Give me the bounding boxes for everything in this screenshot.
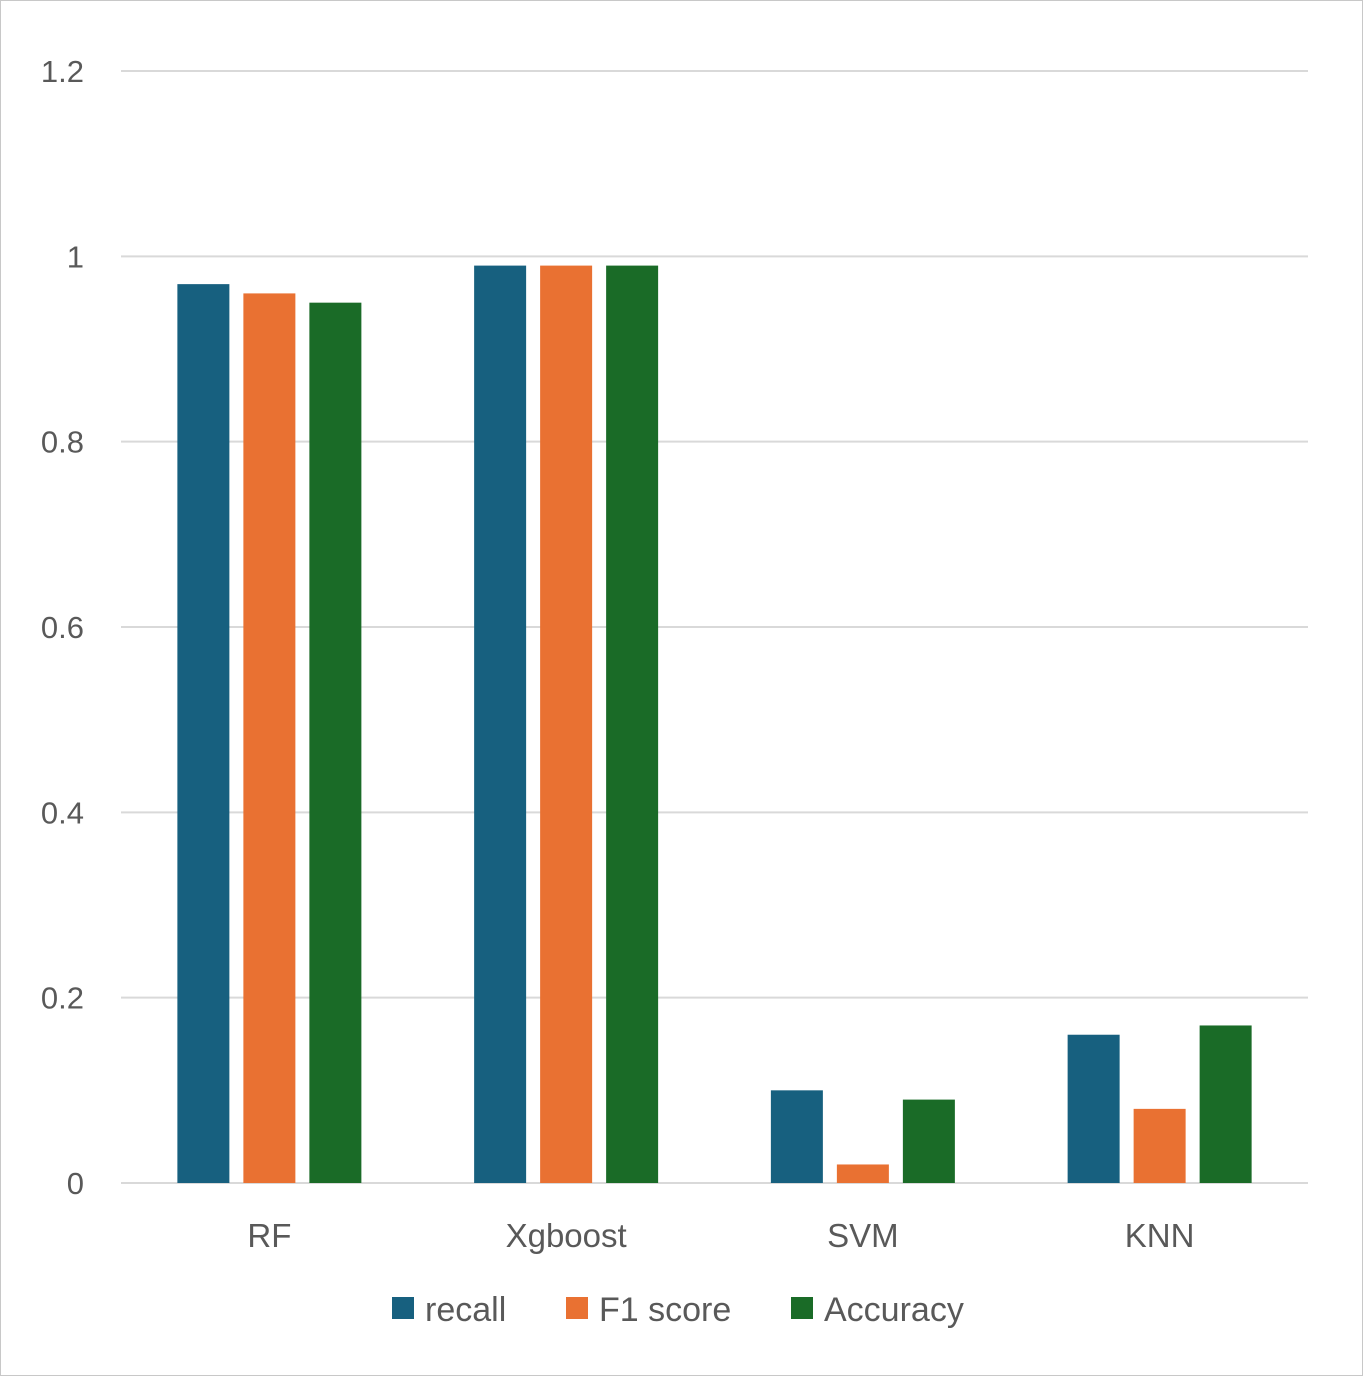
y-axis-tick-labels: 0 0.2 0.4 0.6 0.8 1 1.2: [41, 54, 84, 1201]
y-tick-label: 0.6: [41, 610, 84, 645]
bar-xgboost-recall: [474, 265, 527, 1184]
bar-knn-f1-score: [1133, 1108, 1186, 1183]
legend-label: recall: [425, 1291, 506, 1329]
bar-knn-recall: [1067, 1034, 1120, 1183]
bar-xgboost-accuracy: [606, 265, 659, 1184]
y-tick-label: 0: [67, 1166, 84, 1201]
legend-label: F1 score: [599, 1291, 731, 1329]
bar-xgboost-f1-score: [540, 265, 593, 1184]
bar-svm-f1-score: [836, 1164, 889, 1183]
x-category-label: RF: [247, 1217, 291, 1254]
bar-rf-accuracy: [309, 302, 362, 1184]
y-tick-label: 0.8: [41, 425, 84, 460]
y-tick-label: 1: [67, 239, 84, 274]
legend-swatch: [392, 1297, 414, 1319]
bar-rf-f1-score: [243, 293, 296, 1183]
bar-rf-recall: [177, 284, 230, 1184]
gridlines: [121, 70, 1308, 1184]
bars: [177, 265, 1252, 1184]
y-tick-label: 1.2: [41, 54, 84, 89]
legend-label: Accuracy: [824, 1291, 964, 1329]
bar-knn-accuracy: [1199, 1025, 1252, 1183]
y-tick-label: 0.4: [41, 795, 84, 830]
bar-svm-accuracy: [902, 1099, 955, 1183]
y-tick-label: 0.2: [41, 981, 84, 1016]
legend: recall F1 score Accuracy: [392, 1291, 964, 1329]
legend-swatch: [791, 1297, 813, 1319]
x-category-label: KNN: [1125, 1217, 1195, 1254]
bar-svm-recall: [770, 1090, 823, 1183]
x-category-label: Xgboost: [506, 1217, 627, 1254]
x-category-label: SVM: [827, 1217, 899, 1254]
x-axis-category-labels: RF Xgboost SVM KNN: [247, 1217, 1194, 1254]
legend-swatch: [566, 1297, 588, 1319]
